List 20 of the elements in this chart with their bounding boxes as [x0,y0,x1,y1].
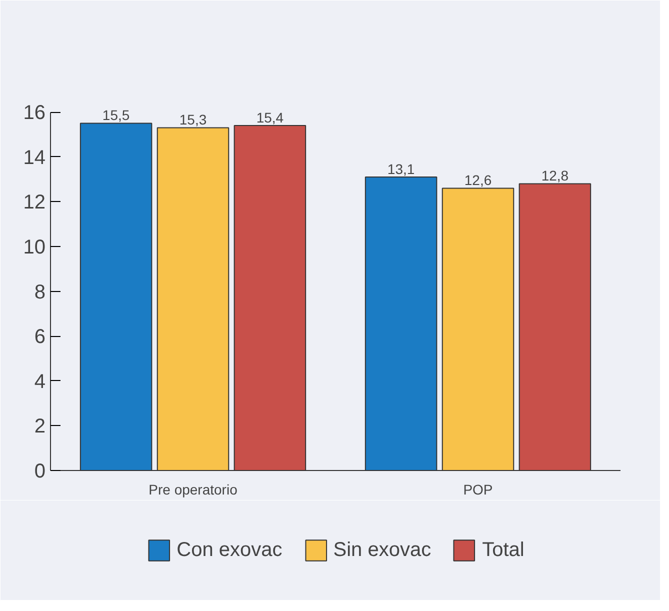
x-tick-label: Pre operatorio [148,482,238,498]
y-tick-label: 4 [34,370,46,393]
x-tick-label: POP [463,482,493,498]
y-tick-label: 6 [34,326,46,348]
data-label: 15,5 [102,107,130,124]
y-tick-label: 0 [34,460,46,482]
data-label: 15,4 [256,109,284,126]
y-tick-label: 14 [23,146,46,169]
y-tick-label: 8 [34,281,46,304]
data-label: 12,6 [464,172,492,188]
y-tick-label: 16 [23,102,46,124]
legend-label: Sin exovac [333,538,432,562]
y-tick-label: 12 [23,192,46,214]
legend-label: Total [482,538,524,562]
y-tick-label: 10 [23,236,46,258]
data-label: 12,8 [541,168,569,184]
data-label: 13,1 [387,160,415,177]
data-label: 15,3 [179,112,207,128]
legend-label: Con exovac [176,538,282,562]
y-tick-label: 2 [34,416,46,438]
